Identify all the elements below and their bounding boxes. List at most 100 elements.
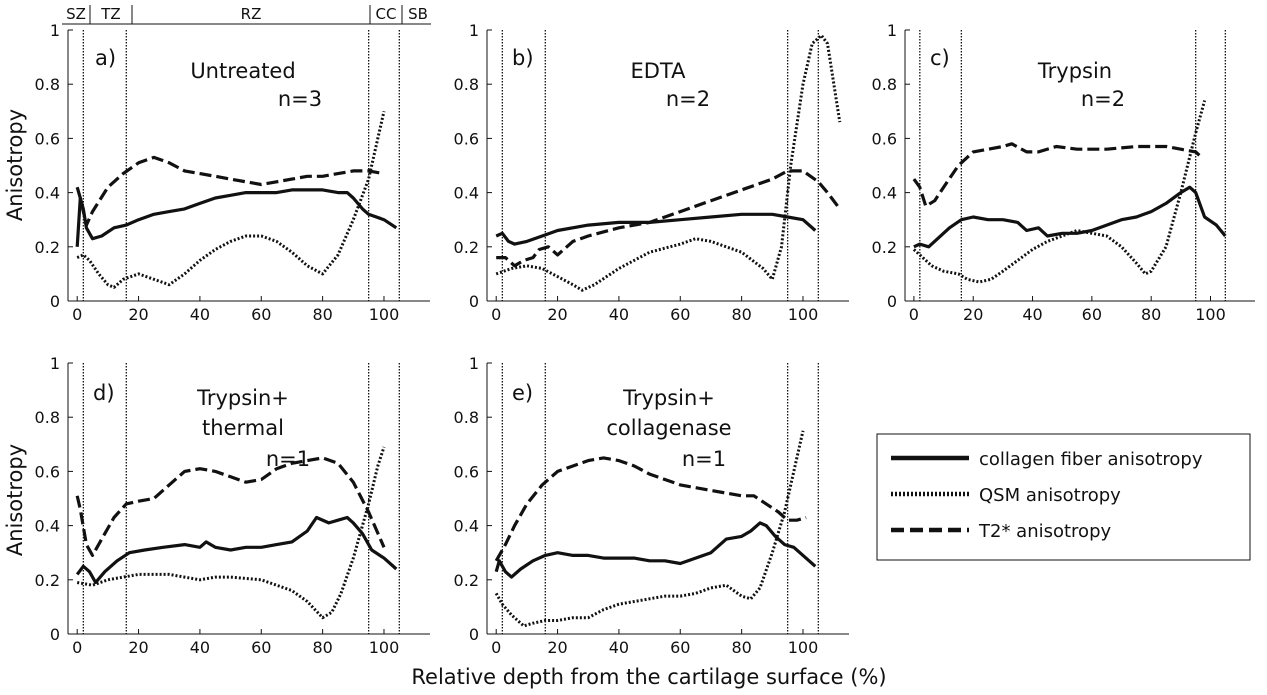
y-tick-label: 1 [469, 354, 479, 373]
y-tick-label: 0.4 [872, 184, 897, 203]
series-line-t2-anisotropy [912, 142, 1203, 208]
x-tick-label: 0 [72, 305, 82, 324]
y-tick-label: 0 [469, 625, 479, 644]
y-tick-label: 0.2 [872, 238, 897, 257]
y-tick-label: 0 [469, 292, 479, 311]
x-tick-label: 100 [788, 305, 819, 324]
sample-count-label: n=1 [266, 447, 310, 471]
series-line-collagen-fiber-anisotropy [913, 185, 1227, 249]
x-tick-label: 60 [251, 305, 271, 324]
series-line-collagen-fiber-anisotropy [75, 188, 398, 247]
x-tick-label: 80 [312, 305, 332, 324]
x-tick-label: 40 [609, 638, 629, 657]
condition-label: Trypsin [1037, 59, 1112, 83]
series-line-t2-anisotropy [494, 456, 807, 562]
condition-label: collagenase [606, 416, 731, 440]
x-tick-label: 80 [731, 638, 751, 657]
x-tick-label: 100 [369, 638, 400, 657]
y-axis-label-top: Anisotropy [3, 109, 27, 221]
y-tick-label: 1 [469, 21, 479, 40]
zone-header: SZ TZ RZ CC SB [62, 5, 431, 25]
panel-b: 0 0.2 0.4 0.6 0.8 1 0 20 40 60 80 100 b) EDTA n=2 [454, 21, 849, 324]
condition-label: Trypsin+ [622, 386, 715, 410]
x-axis-label: Relative depth from the cartilage surfac… [411, 665, 886, 689]
x-tick-label: 20 [547, 305, 567, 324]
series-line-qsm-anisotropy [912, 100, 1207, 284]
y-tick-label: 0.8 [35, 408, 60, 427]
x-tick-label: 0 [72, 638, 82, 657]
condition-label: thermal [202, 416, 284, 440]
series-line-qsm-anisotropy [494, 430, 805, 628]
y-tick-label: 0.8 [454, 75, 479, 94]
series-line-t2-anisotropy [496, 169, 842, 268]
zone-label-sz: SZ [66, 5, 86, 23]
panel-a: 0 0.2 0.4 0.6 0.8 1 0 20 40 60 80 100 a) Untreated n=3 [35, 21, 430, 324]
panel-label: d) [93, 381, 115, 405]
series-line-qsm-anisotropy [76, 446, 386, 620]
zone-label-sb: SB [408, 5, 428, 23]
series-line-t2-anisotropy [75, 155, 385, 227]
x-tick-label: 60 [251, 638, 271, 657]
condition-label: EDTA [630, 59, 686, 83]
x-tick-label: 40 [609, 305, 629, 324]
condition-label: Trypsin+ [196, 386, 289, 410]
legend-box [876, 433, 1251, 561]
y-tick-label: 0.6 [872, 129, 897, 148]
panel-d: 0 0.2 0.4 0.6 0.8 1 0 20 40 60 80 100 d) Trypsin+ ther… [35, 354, 430, 657]
zone-label-tz: TZ [100, 5, 120, 23]
x-tick-label: 40 [190, 638, 210, 657]
condition-label: Untreated [190, 59, 295, 83]
series-line-collagen-fiber-anisotropy [495, 212, 817, 246]
zone-label-rz: RZ [241, 5, 262, 23]
panel-c: 0 0.2 0.4 0.6 0.8 1 0 20 40 60 80 100 c) Trypsin n=2 [872, 21, 1255, 324]
legend-label-collagen: collagen fiber anisotropy [979, 449, 1203, 470]
series-line-t2-anisotropy [75, 456, 386, 558]
y-tick-label: 0.4 [35, 184, 60, 203]
y-tick-label: 0.4 [454, 517, 479, 536]
legend-label-qsm: QSM anisotropy [979, 485, 1121, 506]
zone-label-cc: CC [376, 5, 397, 23]
x-tick-label: 40 [1022, 305, 1042, 324]
y-tick-label: 1 [50, 354, 60, 373]
x-tick-label: 80 [1141, 305, 1161, 324]
x-tick-label: 60 [1082, 305, 1102, 324]
y-tick-label: 0.6 [454, 129, 479, 148]
x-tick-label: 0 [491, 305, 501, 324]
x-tick-label: 20 [963, 305, 983, 324]
y-tick-label: 0.2 [454, 571, 479, 590]
panel-e: 0 0.2 0.4 0.6 0.8 1 0 20 40 60 80 100 e) Trypsin+ coll… [454, 354, 849, 657]
sample-count-label: n=1 [682, 447, 726, 471]
x-tick-label: 100 [788, 638, 819, 657]
panel-label: b) [512, 46, 534, 70]
series-line-qsm-anisotropy [76, 110, 386, 289]
y-tick-label: 0.6 [35, 462, 60, 481]
x-tick-label: 20 [547, 638, 567, 657]
panels-group: 00.20.40.60.810 20 40 60 80 100a)Untreatedn=3… [35, 21, 1255, 657]
x-tick-label: 40 [190, 305, 210, 324]
x-tick-label: 100 [1195, 305, 1226, 324]
y-tick-label: 0.2 [35, 571, 60, 590]
y-tick-label: 1 [887, 21, 897, 40]
y-tick-label: 0.4 [35, 517, 60, 536]
y-tick-label: 0.4 [454, 184, 479, 203]
panel-label: c) [930, 46, 950, 70]
y-tick-label: 0.8 [35, 75, 60, 94]
x-tick-label: 60 [670, 305, 690, 324]
panel-label: a) [95, 46, 116, 70]
x-tick-label: 0 [491, 638, 501, 657]
y-tick-label: 0.6 [35, 129, 60, 148]
x-tick-label: 80 [731, 305, 751, 324]
y-tick-label: 0.8 [872, 75, 897, 94]
y-tick-label: 0.8 [454, 408, 479, 427]
sample-count-label: n=2 [1081, 87, 1125, 111]
y-tick-label: 0.2 [454, 238, 479, 257]
y-tick-label: 0.2 [35, 238, 60, 257]
y-tick-label: 1 [50, 21, 60, 40]
sample-count-label: n=2 [666, 87, 710, 111]
x-tick-label: 0 [909, 305, 919, 324]
series-line-collagen-fiber-anisotropy [75, 515, 398, 585]
panel-label: e) [512, 381, 533, 405]
series-line-collagen-fiber-anisotropy [494, 521, 817, 579]
x-tick-label: 100 [369, 305, 400, 324]
